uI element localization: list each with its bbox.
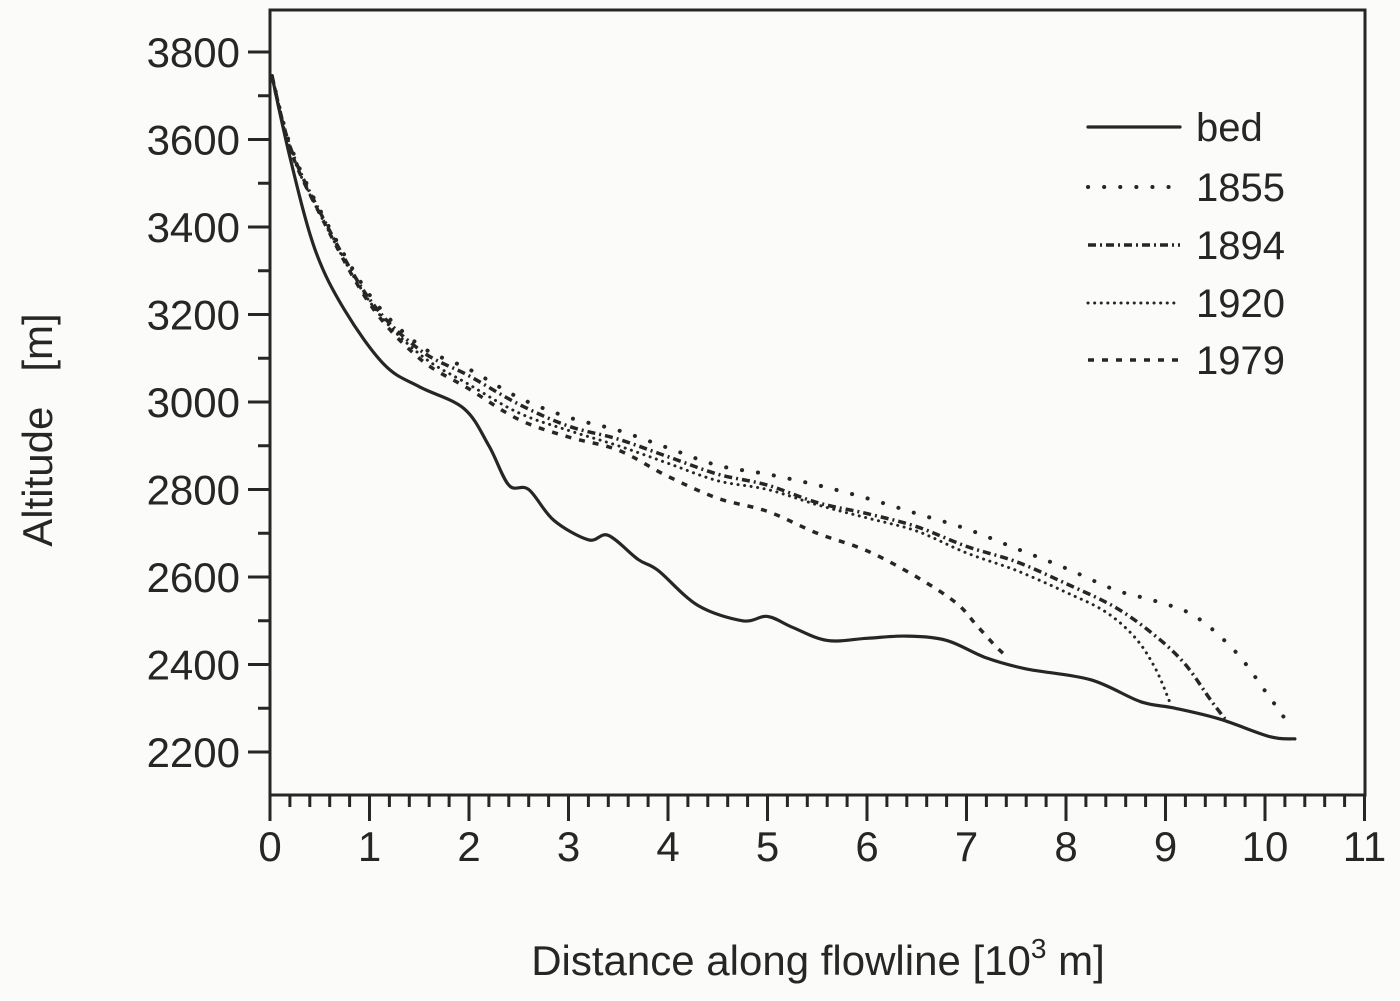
series-line-bed	[270, 74, 1297, 741]
x-tick-label: 6	[855, 823, 878, 870]
x-tick-label: 3	[557, 823, 580, 870]
x-tick-label: 11	[1343, 823, 1387, 870]
x-tick-label: 5	[756, 823, 779, 870]
x-tick-label: 4	[656, 823, 679, 870]
series-line-1979	[270, 75, 1008, 658]
y-tick-label: 2600	[147, 554, 240, 601]
x-axis: 0 1 2 3 4 5 6 7 8 9 10 11	[258, 795, 1386, 870]
legend-label-1979: 1979	[1196, 339, 1285, 383]
y-tick-label: 2400	[147, 642, 240, 689]
x-tick-label: 8	[1054, 823, 1077, 870]
y-axis-title: Altitude [m]	[14, 313, 61, 546]
y-tick-label: 3000	[147, 379, 240, 426]
y-tick-label: 3600	[147, 117, 240, 164]
y-axis: 2200 2400 2600 2800 3000 3200 3400 3600 3800	[147, 29, 270, 776]
y-tick-label: 3800	[147, 29, 240, 76]
series-line-1920	[270, 74, 1172, 706]
legend-label-1894: 1894	[1196, 224, 1285, 268]
x-axis-title-sup: 3	[1031, 933, 1047, 964]
x-tick-label: 7	[955, 823, 978, 870]
series-line-1894	[270, 75, 1227, 721]
y-tick-label: 3400	[147, 204, 240, 251]
x-tick-label: 10	[1242, 823, 1289, 870]
x-tick-label: 0	[258, 823, 281, 870]
legend-label-1855: 1855	[1196, 166, 1285, 210]
x-axis-title-tail: m]	[1046, 937, 1104, 984]
x-axis-title-main: Distance along flowline [10	[531, 937, 1031, 984]
x-axis-title: Distance along flowline [103 m]	[531, 933, 1105, 984]
legend-label-bed: bed	[1196, 106, 1263, 150]
y-tick-label: 2800	[147, 467, 240, 514]
legend: bed 1855 1894 1920 1979	[1086, 106, 1285, 383]
series-layer	[269, 74, 1297, 741]
x-tick-label: 9	[1154, 823, 1177, 870]
x-tick-label: 1	[358, 823, 381, 870]
y-tick-label: 2200	[147, 729, 240, 776]
legend-label-1920: 1920	[1196, 282, 1285, 326]
y-tick-label: 3200	[147, 292, 240, 339]
x-tick-label: 2	[457, 823, 480, 870]
series-line-1855	[269, 74, 1292, 728]
